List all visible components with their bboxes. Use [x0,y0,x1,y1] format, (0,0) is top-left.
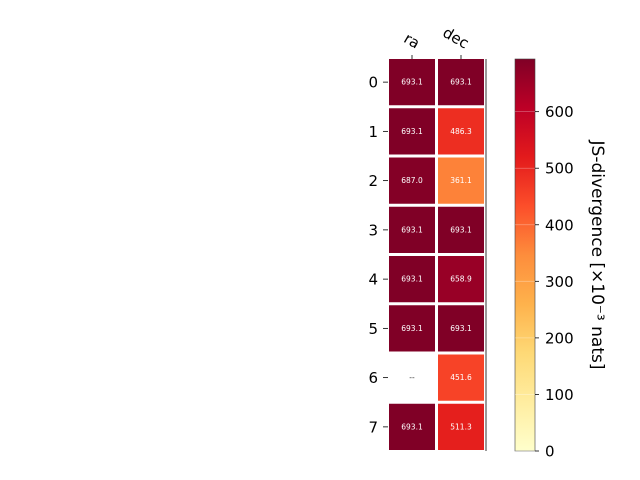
heatmap-cell [389,59,435,106]
colorbar-tick-label: 300 [545,273,574,291]
y-tick-label: 3 [368,221,378,239]
heatmap-cell [438,403,484,450]
heatmap-cell [389,157,435,204]
cell-value-label: 693.1 [401,78,423,87]
cell-value-label: -- [409,373,415,382]
colorbar-tick-label: 500 [545,160,574,178]
heatmap-cell [389,256,435,303]
y-tick-label: 1 [368,123,378,141]
y-tick-label: 5 [368,320,378,338]
cell-value-label: 658.9 [450,275,472,284]
heatmap-cell [389,108,435,155]
cell-value-label: 693.1 [450,324,472,333]
colorbar-frame [514,58,536,452]
cell-value-label: 693.1 [450,78,472,87]
y-tick-label: 2 [368,172,378,190]
cell-value-label: 693.1 [401,422,423,431]
y-tick-label: 4 [368,271,378,289]
colorbar: 0 100 200 300 400 500 600 JS-divergence [×10⁻³ … [514,58,607,461]
x-tick-label: ra [401,29,423,52]
colorbar-tick-label: 200 [545,329,574,347]
y-tick-label: 7 [368,418,378,436]
heatmap-cell [438,354,484,401]
heatmap-cell [438,157,484,204]
heatmap-cell [438,206,484,253]
colorbar-tick-label: 600 [545,103,574,121]
heatmap-cell [438,108,484,155]
heatmap-cell [438,305,484,352]
colorbar-label: JS-divergence [×10⁻³ nats] [587,140,607,370]
cell-value-label: 361.1 [450,176,472,185]
x-tick-label: dec [440,23,472,52]
heatmap-cell [438,59,484,106]
colorbar-tick-label: 400 [545,216,574,234]
heatmap-cells: 693.1 693.1 693.1 486.3 687.0 361.1 693.1 693.1… [389,59,484,450]
cell-value-label: 693.1 [401,225,423,234]
cell-value-label: 511.3 [450,422,472,431]
cell-value-label: 693.1 [401,127,423,136]
y-tick-label: 6 [368,369,378,387]
heatmap-cell [389,206,435,253]
cell-value-label: 486.3 [450,127,472,136]
y-tick-label: 0 [368,74,378,92]
cell-value-label: 687.0 [401,176,423,185]
heatmap-cell [389,305,435,352]
cell-value-label: 451.6 [450,373,472,382]
cell-value-label: 693.1 [450,225,472,234]
cell-value-label: 693.1 [401,324,423,333]
heatmap-cell [389,403,435,450]
cell-value-label: 693.1 [401,275,423,284]
colorbar-tick-label: 0 [545,443,555,461]
colorbar-gradient [515,59,535,451]
heatmap-cell [438,256,484,303]
colorbar-tick-label: 100 [545,386,574,404]
